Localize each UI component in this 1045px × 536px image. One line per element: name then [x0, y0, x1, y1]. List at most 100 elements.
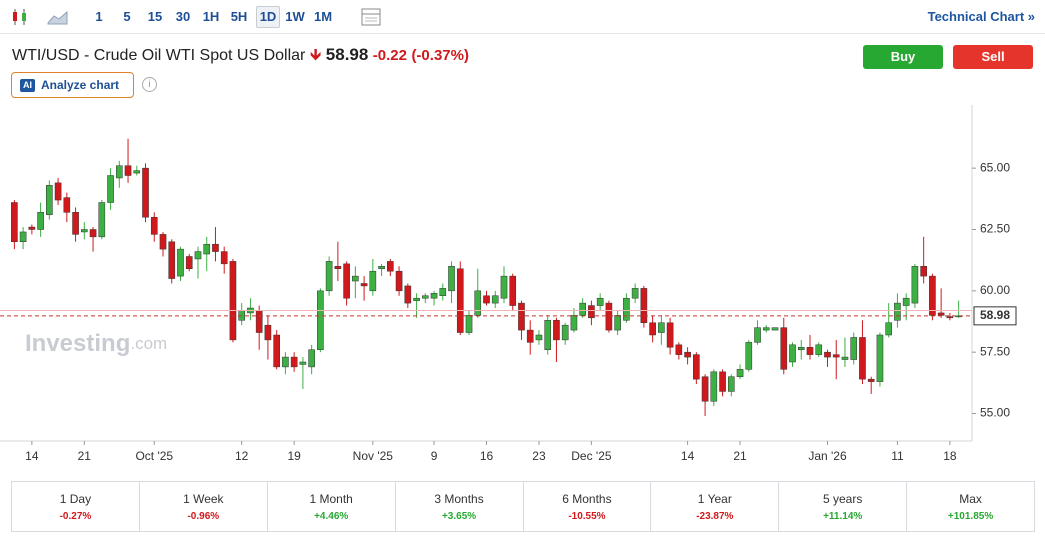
candle-body — [588, 305, 595, 319]
candle-body — [876, 334, 884, 382]
candle-body — [929, 275, 936, 316]
candle-body — [456, 268, 464, 333]
interval-button[interactable]: 5 — [123, 9, 131, 24]
candle-body — [203, 243, 211, 255]
area-icon[interactable] — [47, 7, 69, 27]
candle-body — [710, 371, 718, 402]
candle-body — [72, 212, 79, 235]
interval-button[interactable]: 1W — [285, 9, 305, 24]
buy-button[interactable]: Buy — [863, 45, 943, 69]
candle-body — [343, 263, 350, 299]
candle-body — [579, 302, 586, 316]
candle-body — [535, 334, 543, 341]
instrument-header: WTI/USD - Crude Oil WTI Spot US Dollar 🡻… — [12, 44, 469, 71]
candle-body — [150, 216, 158, 235]
candle-body — [133, 170, 141, 174]
candle-body — [649, 322, 656, 336]
candle-body — [11, 202, 18, 243]
period-change: +101.85% — [947, 511, 994, 522]
candle-body — [771, 327, 779, 331]
candle-body — [194, 251, 202, 260]
performance-cell: 3 Months +3.65% — [396, 482, 524, 531]
interval-button[interactable]: 1M — [313, 9, 333, 24]
candle-body — [229, 261, 237, 341]
candle-body — [63, 197, 71, 213]
candle-body — [430, 293, 438, 299]
candle-body — [81, 229, 88, 233]
period-change: -0.96% — [187, 511, 220, 522]
candle-body — [719, 371, 726, 392]
candle-body — [142, 167, 149, 218]
candle-body — [902, 297, 910, 306]
candle-icon[interactable] — [10, 7, 30, 27]
period-change: +11.14% — [823, 511, 863, 522]
performance-cell: 1 Week -0.96% — [140, 482, 268, 531]
candle-body — [168, 241, 176, 279]
period-change: +3.65% — [441, 511, 477, 522]
candle-body — [658, 322, 665, 333]
price-change-pct: (-0.37%) — [411, 47, 469, 64]
sell-button[interactable]: Sell — [953, 45, 1033, 69]
candle-body — [570, 315, 578, 331]
price: 58.98 — [325, 45, 369, 64]
x-tick-label: Nov '25 — [353, 449, 394, 463]
candle-body — [395, 270, 403, 292]
candle-body — [421, 295, 429, 299]
x-tick-label: 18 — [943, 449, 957, 463]
candle-body — [614, 315, 621, 331]
candle-body — [439, 288, 447, 296]
candle-body — [290, 356, 298, 368]
x-tick-label: 19 — [287, 449, 301, 463]
candle-body — [404, 285, 412, 304]
candle-body — [920, 266, 927, 277]
candle-body — [640, 288, 648, 323]
last-price-label: 58.98 — [980, 308, 1010, 322]
interval-button[interactable]: 1D — [256, 6, 280, 28]
candle-body — [762, 327, 770, 331]
interval-button[interactable]: 30 — [175, 9, 191, 24]
period-change: -23.87% — [696, 511, 734, 522]
candle-body — [413, 297, 420, 301]
analyze-button[interactable]: AI Analyze chart — [11, 72, 134, 98]
candle-body — [483, 295, 490, 304]
candle-body — [465, 315, 473, 333]
candle-body — [500, 275, 508, 299]
x-tick-label: 12 — [235, 449, 249, 463]
candle-body — [859, 337, 866, 380]
candle-body — [754, 327, 761, 343]
candle-body — [623, 297, 630, 321]
technical-chart-link[interactable]: Technical Chart » — [927, 9, 1035, 24]
candle-body — [544, 320, 552, 350]
candle-body — [474, 290, 482, 316]
candle-body — [273, 334, 280, 368]
candle-body — [255, 310, 263, 333]
candle-body — [360, 283, 368, 287]
candle-body — [28, 226, 36, 230]
candle-body — [832, 354, 840, 358]
candle-body — [282, 356, 289, 368]
info-icon[interactable]: i — [142, 77, 157, 92]
candle-body — [727, 376, 735, 392]
candle-body — [911, 266, 919, 304]
candle-body — [596, 297, 604, 306]
candle-body — [387, 261, 394, 272]
candle-body — [885, 322, 892, 336]
x-tick-label: Dec '25 — [571, 449, 612, 463]
watermark-suffix: .com — [130, 334, 167, 353]
interval-button[interactable]: 5H — [230, 9, 248, 24]
layout-icon[interactable] — [360, 7, 382, 27]
link-text[interactable]: Technical Chart — [927, 9, 1025, 24]
watermark: Investing.com — [25, 330, 167, 357]
candle-body — [526, 329, 534, 343]
toolbar: 1 5 15 30 1H 5H 1D 1W 1M Technical Chart » — [0, 0, 1045, 34]
interval-button[interactable]: 1 — [95, 9, 103, 24]
interval-button[interactable]: 1H — [202, 9, 220, 24]
candle-body — [299, 361, 307, 365]
performance-table: 1 Day -0.27% 1 Week -0.96% 1 Month +4.46% 3 Mo… — [11, 481, 1035, 532]
candle-body — [124, 165, 132, 176]
period-label: 1 Day — [59, 492, 92, 506]
interval-button[interactable]: 15 — [147, 9, 163, 24]
candle-body — [867, 378, 875, 382]
candle-body — [46, 185, 53, 216]
